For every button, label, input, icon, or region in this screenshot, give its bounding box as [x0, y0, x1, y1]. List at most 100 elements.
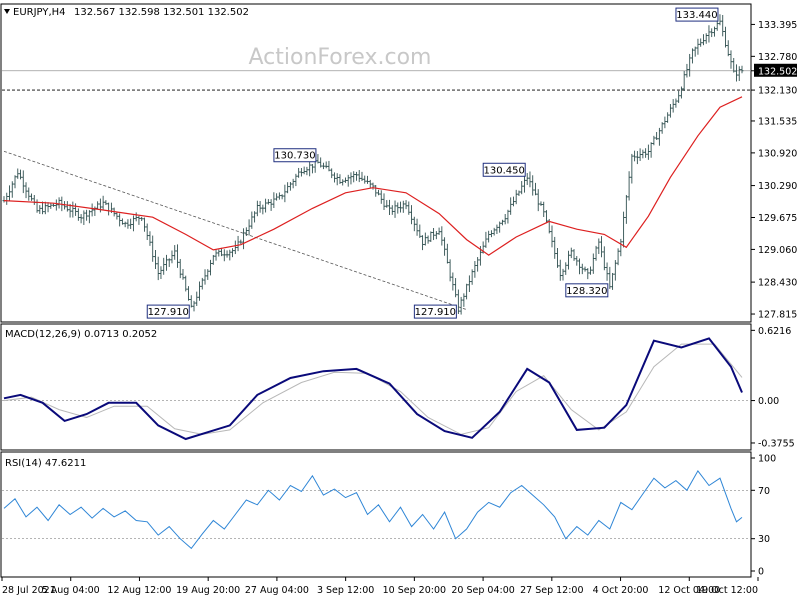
price-tick-label: 130.290 [758, 181, 797, 192]
ohlc-bar [173, 245, 177, 260]
ohlc-bar [668, 104, 672, 118]
ohlc-bar [627, 171, 631, 201]
ohlc-bar [294, 173, 298, 187]
ohlc-bar [368, 179, 372, 188]
ohlc-bar [192, 300, 196, 312]
ohlc-bar [349, 172, 353, 185]
ohlc-bar [43, 201, 47, 215]
ohlc-bar [561, 268, 565, 281]
ohlc-bar [638, 148, 642, 161]
ohlc-bar [693, 46, 697, 57]
price-tick-label: 127.815 [758, 310, 797, 321]
ohlc-bar [269, 199, 273, 211]
price-header: EURJPY,H4 132.567 132.598 132.501 132.50… [4, 7, 249, 18]
ohlc-bar [613, 260, 617, 281]
x-tick-label: 20 Sep 04:00 [451, 585, 514, 596]
level-label-1: 132.130 [758, 86, 797, 97]
rsi-line [3, 469, 743, 550]
ohlc-bar [412, 216, 416, 232]
ohlc-bar [228, 249, 232, 261]
ohlc-bar [222, 249, 226, 262]
ohlc-bar [544, 210, 548, 224]
price-tick-label: 129.060 [758, 245, 797, 256]
ohlc-bar [630, 153, 634, 184]
ohlc-bar [605, 262, 609, 281]
symbol-label: EURJPY,H4 [13, 7, 66, 18]
ohlc-bar [498, 221, 502, 233]
ohlc-bar [93, 206, 97, 216]
ohlc-bar [495, 224, 499, 234]
macd-signal-line [3, 343, 743, 435]
ohlc-bar [616, 248, 620, 266]
ohlc-bar [148, 231, 152, 246]
ohlc-bar [429, 231, 433, 243]
ohlc-bar [456, 289, 460, 315]
ohlc-bar [162, 257, 166, 275]
ohlc-bar [583, 266, 587, 272]
ohlc-bar [550, 225, 554, 248]
swing-annotation-3: 127.910 [146, 304, 190, 319]
ohlc-bar [707, 25, 711, 43]
price-layer: 133.440 130.730 130.450 127.910 127.910 128.3… [2, 7, 751, 319]
ohlc-bar [244, 227, 248, 237]
ohlc-bar [217, 249, 221, 257]
annotation-label: 127.910 [415, 307, 456, 318]
ohlc-bar [247, 219, 251, 236]
ohlc-bar [690, 48, 694, 64]
x-tick-label: 10 Sep 20:00 [383, 585, 446, 596]
ohlc-bar [440, 226, 444, 246]
ohlc-bar [16, 168, 20, 179]
ohlc-bar [57, 197, 61, 209]
ohlc-bar [305, 166, 309, 176]
macd-tick-label: 0.6216 [758, 326, 791, 337]
ohlc-bar [445, 243, 449, 264]
ohlc-bar [115, 212, 119, 220]
ohlc-bar [500, 219, 504, 226]
ohlc-bar [660, 122, 664, 134]
price-panel-frame [0, 3, 752, 323]
swing-annotation-4: 127.910 [413, 304, 457, 319]
ohlc-bar [209, 259, 213, 276]
rsi-tick-label: 100 [758, 454, 776, 465]
ohlc-bar [696, 38, 700, 55]
ohlc-bar [79, 214, 83, 224]
ohlc-bar [76, 208, 80, 221]
ohlc-bar [203, 269, 207, 285]
ohlc-bar [407, 201, 411, 215]
ohlc-bar [330, 168, 334, 179]
ohlc-bar [418, 224, 422, 238]
ohlc-bar [401, 200, 405, 213]
ohlc-bar [374, 185, 378, 197]
ohlc-bar [688, 53, 692, 77]
ohlc-bar [674, 98, 678, 108]
swing-annotation-1: 130.730 [273, 148, 317, 163]
ohlc-bar [421, 235, 425, 251]
ohlc-bar [564, 262, 568, 275]
ohlc-bar [54, 199, 58, 211]
ohlc-bar [556, 247, 559, 268]
ohlc-bar [19, 169, 23, 180]
x-tick-label: 27 Aug 04:00 [245, 585, 309, 596]
ohlc-bar [542, 201, 546, 217]
ohlc-bar [586, 268, 590, 280]
ohlc-bar [528, 171, 532, 188]
ohlc-bar [459, 296, 463, 315]
ohlc-bar [578, 258, 582, 275]
ohlc-bar [608, 266, 612, 289]
ohlc-bar [473, 261, 477, 278]
ohlc-bar [597, 238, 601, 254]
ohlc-bar [266, 199, 270, 205]
ohlc-bar [671, 99, 675, 113]
watermark: ActionForex.com [249, 45, 432, 70]
ohlc-bar [261, 204, 265, 215]
ohlc-bar [379, 190, 383, 204]
ohlc-bar [677, 90, 681, 104]
ohlc-bar [732, 58, 736, 73]
ohlc-bar [371, 182, 375, 190]
ohlc-bar [272, 192, 276, 208]
ohlc-bar [611, 272, 615, 290]
ohlc-bar [181, 269, 185, 280]
ohlc-bar [90, 203, 94, 217]
ohlc-bar [451, 272, 455, 291]
